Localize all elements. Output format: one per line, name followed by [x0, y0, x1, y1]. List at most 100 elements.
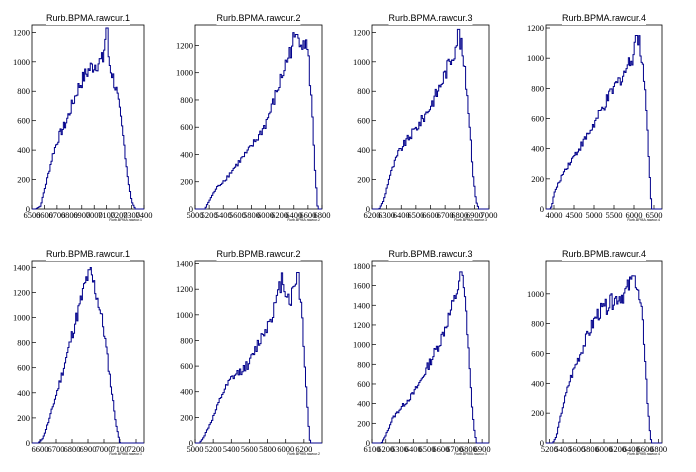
histogram-panel-1: Rurb.BPMA.rawcur.1 0 200 400 600 800 1000 1200 6…: [13, 11, 153, 222]
x-tick-label: 6600: [299, 210, 316, 220]
y-tick-label: 200: [180, 412, 193, 422]
y-tick-label: 0: [26, 204, 30, 214]
y-tick-label: 1000: [527, 53, 544, 63]
x-tick-label: 6700: [446, 444, 463, 454]
y-tick-label: 1000: [176, 310, 193, 320]
x-axis-caption: Rurb.BPMA.rawcur.3: [454, 218, 487, 222]
x-tick-label: 6300: [378, 210, 395, 220]
y-tick-label: 0: [540, 204, 544, 214]
y-tick-label: 600: [17, 363, 30, 373]
y-tick-label: 800: [531, 319, 544, 329]
plot-frame: [31, 260, 145, 444]
x-tick-label: 6000: [596, 444, 613, 454]
x-tick-label: 6400: [285, 210, 302, 220]
x-tick-label: 6500: [646, 210, 663, 220]
y-tick-label: 400: [357, 399, 370, 409]
y-tick-label: 1600: [353, 281, 370, 291]
x-tick-label: 6900: [80, 444, 97, 454]
x-tick-label: 6700: [48, 444, 65, 454]
x-tick-label: 6500: [419, 444, 436, 454]
x-tick-label: 5800: [259, 444, 276, 454]
y-tick-label: 400: [357, 145, 370, 155]
title-box: [46, 11, 130, 25]
y-tick-label: 1200: [13, 27, 30, 37]
y-tick-label: 200: [531, 174, 544, 184]
histogram-panel-5: Rurb.BPMB.rawcur.1 0 200 400 600 800 1000 1200 1…: [13, 247, 145, 456]
plot-title: Rurb.BPMB.rawcur.2: [216, 249, 300, 259]
histogram-panel-2: Rurb.BPMA.rawcur.2 0 200 400 600 800 1000 1200 5…: [176, 11, 331, 222]
y-tick-label: 1400: [176, 259, 193, 269]
y-tick-label: 1200: [13, 287, 30, 297]
x-tick-label: 6600: [432, 444, 449, 454]
y-tick-label: 1000: [13, 57, 30, 67]
x-tick-label: 6400: [623, 444, 640, 454]
y-tick-label: 800: [357, 86, 370, 96]
x-tick-label: 6700: [48, 210, 65, 220]
y-tick-label: 800: [180, 95, 193, 105]
y-tick-label: 1000: [13, 312, 30, 322]
title-box: [388, 11, 473, 25]
x-tick-label: 6600: [32, 444, 49, 454]
x-tick-label: 6800: [314, 210, 331, 220]
histogram-panel-7: Rurb.BPMB.rawcur.3 0 200 400 600 800 1000 1200 1…: [353, 247, 491, 456]
title-box: [562, 247, 646, 261]
x-tick-label: 6000: [277, 444, 294, 454]
y-tick-label: 200: [531, 408, 544, 418]
x-tick-label: 5200: [541, 444, 558, 454]
y-tick-label: 1000: [527, 289, 544, 299]
x-tick-label: 5200: [201, 210, 218, 220]
x-tick-label: 7100: [112, 444, 129, 454]
x-tick-label: 6700: [437, 210, 454, 220]
plot-frame: [371, 260, 490, 444]
x-tick-label: 6800: [460, 444, 477, 454]
x-tick-label: 6200: [364, 210, 381, 220]
x-tick-label: 7000: [86, 210, 103, 220]
y-tick-label: 200: [357, 418, 370, 428]
x-tick-label: 5400: [555, 444, 572, 454]
y-tick-label: 600: [531, 114, 544, 124]
x-tick-label: 6400: [405, 444, 422, 454]
y-tick-label: 600: [17, 116, 30, 126]
x-tick-label: 6000: [257, 210, 274, 220]
plot-frame: [545, 24, 663, 210]
x-tick-label: 6200: [295, 444, 312, 454]
x-tick-label: 5000: [187, 210, 204, 220]
y-tick-label: 1200: [527, 23, 544, 33]
title-box: [216, 11, 301, 25]
y-tick-label: 1000: [176, 68, 193, 78]
y-tick-label: 0: [189, 204, 193, 214]
x-tick-label: 6400: [393, 210, 410, 220]
y-tick-label: 800: [180, 335, 193, 345]
y-tick-label: 800: [357, 359, 370, 369]
y-tick-label: 600: [180, 361, 193, 371]
x-tick-label: 5000: [586, 210, 603, 220]
x-tick-label: 7000: [481, 210, 498, 220]
x-tick-label: 6600: [36, 210, 53, 220]
x-tick-label: 6600: [636, 444, 653, 454]
x-tick-label: 5500: [606, 210, 623, 220]
y-tick-label: 400: [180, 149, 193, 159]
plot-frame: [194, 24, 323, 210]
y-tick-label: 1400: [353, 300, 370, 310]
x-tick-label: 6200: [271, 210, 288, 220]
plot-frame: [371, 24, 490, 210]
x-tick-label: 5600: [568, 444, 585, 454]
y-tick-label: 800: [17, 338, 30, 348]
y-tick-label: 400: [17, 145, 30, 155]
x-axis-caption: Rurb.BPMA.rawcur.4: [627, 218, 660, 222]
title-box: [562, 11, 646, 25]
x-tick-label: 6200: [609, 444, 626, 454]
y-tick-label: 200: [17, 413, 30, 423]
histogram-line: [195, 272, 322, 444]
plot-title: Rurb.BPMA.rawcur.3: [388, 13, 472, 23]
histogram-line: [195, 32, 322, 210]
y-tick-label: 800: [531, 83, 544, 93]
y-tick-label: 1000: [353, 340, 370, 350]
y-tick-label: 0: [26, 438, 30, 448]
y-tick-label: 200: [17, 175, 30, 185]
y-tick-label: 400: [180, 387, 193, 397]
y-tick-label: 200: [357, 175, 370, 185]
histogram-line: [372, 28, 489, 210]
y-tick-label: 600: [180, 122, 193, 132]
